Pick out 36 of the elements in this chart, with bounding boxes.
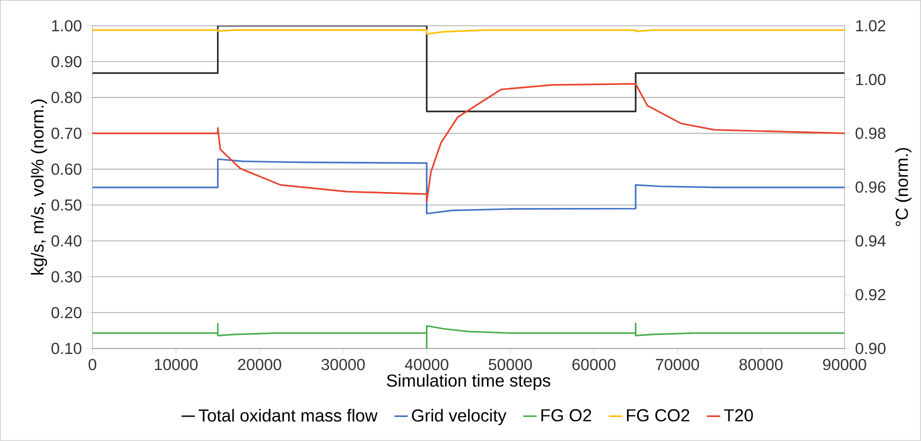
y-tick-label: 0.70 <box>52 128 82 140</box>
y2-tick-label: 1.00 <box>856 74 886 86</box>
y-tick-label: 1.00 <box>52 20 82 32</box>
y-tick-label: 0.40 <box>52 235 82 247</box>
legend-label: T20 <box>724 409 753 422</box>
x-tick-label: 70000 <box>656 358 700 370</box>
y2-tick-label: 0.92 <box>856 289 886 300</box>
line-series <box>92 158 845 214</box>
x-axis-title: Simulation time steps <box>386 374 550 390</box>
y2-tick-label: 0.96 <box>856 181 886 193</box>
y-tick-label: 0.60 <box>52 164 82 175</box>
x-tick-label: 0 <box>88 358 96 370</box>
y-tick-label: 0.80 <box>52 92 82 104</box>
y2-tick-label: 0.94 <box>856 235 886 247</box>
x-tick-label: 80000 <box>739 358 783 370</box>
y2-axis-title: °C (norm.) <box>895 148 912 226</box>
y2-tick-label: 1.02 <box>856 20 886 32</box>
y2-tick-label: 0.98 <box>856 128 886 140</box>
x-tick-label: 50000 <box>488 358 532 370</box>
legend-label: Total oxidant mass flow <box>198 408 378 422</box>
legend-label: FG O2 <box>541 409 592 422</box>
x-tick-label: 30000 <box>322 358 365 370</box>
y2-tick-label: 0.90 <box>856 342 886 354</box>
y-tick-label: 0.30 <box>52 271 82 282</box>
y-axis-title: kg/s, m/s, vol% (norm.) <box>30 100 48 275</box>
y-tick-label: 0.50 <box>52 199 82 211</box>
legend-label: FG CO2 <box>627 409 690 422</box>
x-tick-label: 90000 <box>823 358 866 370</box>
x-tick-label: 20000 <box>238 358 282 370</box>
x-tick-label: 60000 <box>572 358 616 370</box>
legend-label: Grid velocity <box>412 408 506 426</box>
x-tick-label: 40000 <box>404 358 448 370</box>
y-tick-label: 0.90 <box>52 56 82 68</box>
x-tick-label: 10000 <box>154 358 198 370</box>
y-tick-label: 0.10 <box>52 342 82 354</box>
y-tick-label: 0.20 <box>52 307 82 318</box>
